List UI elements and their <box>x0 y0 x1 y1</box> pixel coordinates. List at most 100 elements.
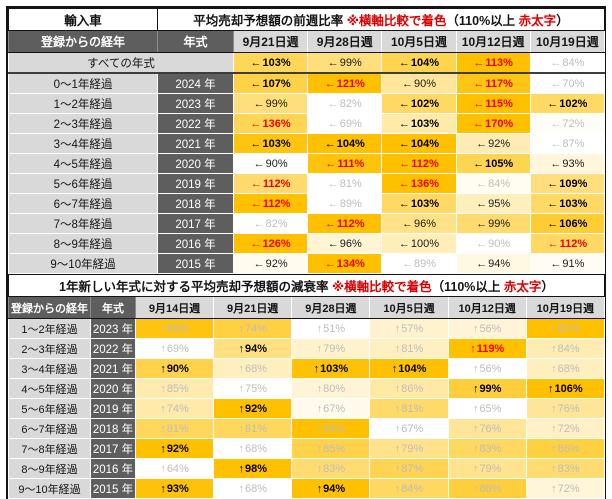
decay-rate-cell: ↑76% <box>525 398 605 419</box>
up-arrow-icon: ↑ <box>316 462 323 475</box>
decay-rate-cell: ↑94% <box>213 338 293 359</box>
up-arrow-icon: ↑ <box>160 362 166 375</box>
up-arrow-icon: ↑ <box>551 322 557 335</box>
decay-rate-cell: ↑84% <box>525 338 605 359</box>
title-segment: ※横軸比較で着色 <box>346 14 447 28</box>
up-arrow-icon: ↑ <box>394 442 401 455</box>
decay-rate-cell: ↑72% <box>525 418 605 439</box>
decay-rate-header-row: 登録からの経年 年式 9月14日週 9月21日週 9月28日週 10月5日週 10月12日週… <box>8 296 605 319</box>
left-arrow-icon: ← <box>401 217 413 230</box>
up-arrow-icon: ↑ <box>160 382 166 395</box>
up-arrow-icon: ↑ <box>394 342 401 355</box>
prev-week-ratio-cell: ←91% <box>529 253 605 274</box>
up-arrow-icon: ↑ <box>316 382 323 395</box>
age-label: 7〜8年経過 <box>8 438 91 459</box>
year-label: 2018 年 <box>90 418 136 439</box>
prev-week-ratio-cell: ←81% <box>307 173 383 194</box>
title-segment: （110%以上 <box>431 280 504 294</box>
up-arrow-icon: ↑ <box>160 462 166 475</box>
age-label: 5〜6年経過 <box>8 173 158 194</box>
decay-rate-cell: ↑76% <box>447 418 527 439</box>
table-row: 5〜6年経過 2019 年 ←112% ←81% ←136% ←84% ←109% <box>8 173 605 194</box>
left-arrow-icon: ← <box>398 56 410 69</box>
title-segment: 赤太字 <box>503 280 542 294</box>
up-arrow-icon: ↑ <box>238 422 244 435</box>
left-arrow-icon: ← <box>473 77 485 90</box>
col-header-week: 10月5日週 <box>381 30 457 53</box>
left-arrow-icon: ← <box>550 137 562 150</box>
table-row: 3〜4年経過 2021 年 ↑90% ↑68% ↑103% ↑104% ↑56% ↑68% <box>8 358 605 379</box>
year-label: 2015 年 <box>90 478 136 499</box>
left-arrow-icon: ← <box>550 257 562 270</box>
up-arrow-icon: ↑ <box>548 382 554 395</box>
up-arrow-icon: ↑ <box>394 322 401 335</box>
prev-week-ratio-cell: ←103% <box>381 193 457 214</box>
decay-rate-cell: ↑72% <box>525 478 605 499</box>
left-arrow-icon: ← <box>547 197 559 210</box>
prev-week-ratio-cell: ←136% <box>381 173 457 194</box>
prev-week-ratio-cell: ←121% <box>307 72 383 94</box>
table-row: 9〜10年経過 2015 年 ↑93% ↑68% ↑94% ↑84% ↑88% ↑72% <box>8 478 605 499</box>
col-header-year: 年式 <box>90 296 136 319</box>
left-arrow-icon: ← <box>327 237 339 250</box>
col-header-week: 9月14日週 <box>134 296 215 319</box>
left-arrow-icon: ← <box>473 97 485 110</box>
up-arrow-icon: ↑ <box>551 402 557 415</box>
decay-rate-cell: ↑80% <box>134 318 215 339</box>
up-arrow-icon: ↑ <box>238 342 244 355</box>
up-arrow-icon: ↑ <box>470 342 476 355</box>
up-arrow-icon: ↑ <box>551 422 557 435</box>
table-corner-label: 輸入車 <box>8 8 158 31</box>
table-row: 7〜8年経過 2017 年 ↑92% ↑68% ↑85% ↑79% ↑83% ↑86% <box>8 438 605 459</box>
up-arrow-icon: ↑ <box>472 442 479 455</box>
age-label: 9〜10年経過 <box>8 478 91 499</box>
left-arrow-icon: ← <box>473 56 485 69</box>
left-arrow-icon: ← <box>250 56 262 69</box>
decay-rate-cell: ↑67% <box>369 418 449 439</box>
year-label: 2022 年 <box>157 113 234 134</box>
prev-week-ratio-cell: ←99% <box>455 213 531 234</box>
prev-week-ratio-cell: ←96% <box>381 213 457 234</box>
left-arrow-icon: ← <box>324 137 336 150</box>
left-arrow-icon: ← <box>250 77 262 90</box>
col-header-week: 9月21日週 <box>232 30 309 53</box>
up-arrow-icon: ↑ <box>238 442 244 455</box>
prev-week-ratio-table: 輸入車 平均売却予想額の前週比率 ※横軸比較で着色（110%以上 赤太字） 登録から… <box>8 8 605 274</box>
left-arrow-icon: ← <box>253 217 265 230</box>
up-arrow-icon: ↑ <box>238 322 244 335</box>
decay-rate-cell: ↑81% <box>369 398 449 419</box>
left-arrow-icon: ← <box>476 137 488 150</box>
decay-rate-cell: ↑81% <box>213 418 293 439</box>
up-arrow-icon: ↑ <box>472 422 479 435</box>
decay-rate-cell: ↑88% <box>447 478 527 499</box>
up-arrow-icon: ↑ <box>394 482 401 495</box>
decay-rate-cell: ↑83% <box>291 458 371 479</box>
left-arrow-icon: ← <box>550 56 562 69</box>
table-row: 3〜4年経過 2021 年 ←103% ←104% ←104% ←92% ←87% <box>8 133 605 154</box>
up-arrow-icon: ↑ <box>472 362 479 375</box>
up-arrow-icon: ↑ <box>394 382 401 395</box>
age-label: 4〜5年経過 <box>8 153 158 174</box>
up-arrow-icon: ↑ <box>238 482 244 495</box>
age-label: 8〜9年経過 <box>8 233 158 254</box>
col-header-age: 登録からの経年 <box>8 296 91 319</box>
decay-rate-cell: ↑69% <box>134 338 215 359</box>
up-arrow-icon: ↑ <box>551 462 557 475</box>
decay-rate-cell: ↑119% <box>447 338 527 359</box>
left-arrow-icon: ← <box>398 177 410 190</box>
prev-week-ratio-cell: ←107% <box>232 72 309 94</box>
prev-week-ratio-cell: ←105% <box>455 153 531 174</box>
left-arrow-icon: ← <box>325 157 337 170</box>
up-arrow-icon: ↑ <box>551 482 557 495</box>
prev-week-ratio-table-mount: 輸入車 平均売却予想額の前週比率 ※横軸比較で着色（110%以上 赤太字） 登録から… <box>8 8 605 274</box>
up-arrow-icon: ↑ <box>316 322 323 335</box>
left-arrow-icon: ← <box>327 56 339 69</box>
table-row: 4〜5年経過 2020 年 ↑85% ↑75% ↑80% ↑86% ↑99% ↑106% <box>8 378 605 399</box>
year-label: 2015 年 <box>157 253 234 274</box>
prev-week-ratio-cell: ←112% <box>381 153 457 174</box>
summary-row: すべての年式 ←103% ←99% ←104% ←113% ←84% <box>8 52 605 74</box>
prev-week-ratio-cell: ←112% <box>232 193 309 214</box>
left-arrow-icon: ← <box>253 97 265 110</box>
year-label: 2019 年 <box>90 398 136 419</box>
decay-rate-cell: ↑79% <box>291 338 371 359</box>
